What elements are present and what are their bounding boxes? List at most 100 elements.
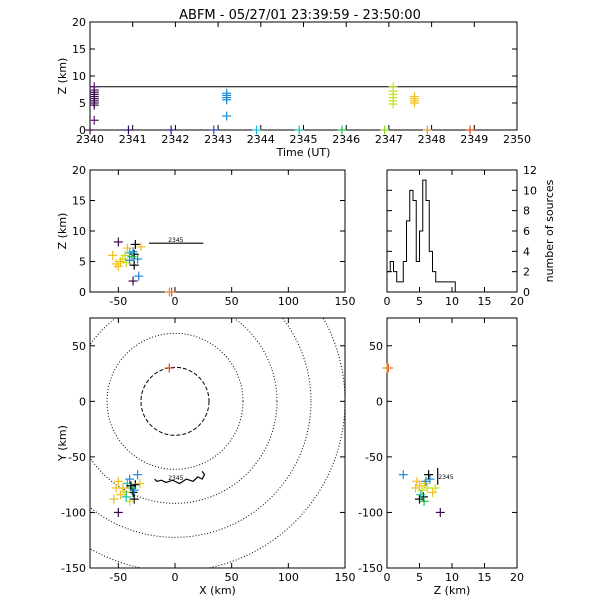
source-point — [294, 125, 304, 135]
x-tick-label: 50 — [225, 295, 239, 308]
zy-panel: 0 5 10 15 20 -150 -100 -50 0 50 Z (km) 2345 — [358, 317, 524, 597]
source-point — [85, 125, 95, 135]
histogram-step-line — [386, 179, 517, 293]
x-tick-label: 20 — [510, 295, 524, 308]
source-point — [419, 496, 429, 506]
source-point — [134, 271, 144, 281]
source-point — [222, 95, 232, 105]
x-tick-label: 2347 — [375, 133, 403, 146]
points-layer — [382, 363, 445, 517]
points-layer — [109, 363, 174, 517]
source-point — [128, 276, 138, 286]
y-tick-label: 4 — [523, 245, 530, 258]
x-tick-label: 15 — [478, 295, 492, 308]
source-point — [113, 476, 123, 486]
x-tick-label: -50 — [109, 295, 127, 308]
source-point — [89, 100, 99, 110]
source-point — [415, 494, 424, 504]
source-point — [108, 250, 118, 260]
x-tick-label: 10 — [445, 295, 459, 308]
plot-frame — [89, 21, 518, 131]
x-tick-label: 2344 — [247, 133, 275, 146]
y-tick-label: 10 — [72, 225, 86, 238]
source-point — [135, 479, 145, 489]
y-tick-label: 8 — [523, 205, 530, 218]
plot-frame — [386, 317, 518, 569]
source-point — [129, 260, 139, 270]
source-point — [166, 125, 176, 135]
source-point — [127, 252, 137, 262]
range-ring — [140, 366, 210, 436]
x-axis-label: Time (UT) — [276, 146, 331, 159]
y-tick-label: -100 — [61, 506, 86, 519]
source-point — [116, 257, 126, 266]
source-point — [127, 483, 137, 493]
source-point — [130, 239, 140, 249]
x-tick-label: 0 — [172, 571, 179, 584]
x-tick-label: 2349 — [460, 133, 488, 146]
storm-track — [154, 470, 206, 485]
source-point — [421, 476, 431, 486]
source-point — [116, 490, 126, 500]
range-rings — [90, 318, 345, 568]
time-height-panel: 2340 2341 2342 2343 2344 2345 2346 2347 2348 2349… — [56, 16, 531, 159]
source-point — [111, 259, 121, 269]
y-tick-label: 0 — [79, 395, 86, 408]
source-point — [113, 261, 123, 271]
source-point — [122, 243, 132, 253]
x-tick-label: 50 — [225, 571, 239, 584]
source-point — [125, 474, 135, 484]
source-point — [435, 507, 445, 517]
source-point — [133, 470, 143, 480]
range-ring — [90, 318, 345, 568]
y-tick-label: 15 — [72, 195, 86, 208]
y-tick-label: 20 — [72, 16, 86, 29]
x-axis-label: X (km) — [199, 584, 236, 597]
y-axis-label: Z (km) — [56, 58, 69, 95]
x-tick-label: 0 — [384, 571, 391, 584]
y-tick-label: 0 — [79, 286, 86, 299]
x-tick-label: 100 — [278, 571, 299, 584]
source-point — [209, 125, 219, 135]
track-label: 2345 — [168, 237, 183, 244]
source-point — [398, 470, 408, 480]
y-tick-label: -50 — [365, 451, 383, 464]
x-tick-label: 2345 — [290, 133, 318, 146]
y-tick-label: 0 — [79, 124, 86, 137]
y-tick-label: -100 — [358, 506, 383, 519]
y-tick-label: 10 — [523, 184, 537, 197]
track-label: 2345 — [168, 475, 183, 482]
y-tick-label: 50 — [72, 340, 86, 353]
source-point — [410, 98, 420, 108]
source-point — [465, 125, 475, 135]
source-point — [126, 481, 136, 491]
x-tick-label: 20 — [510, 571, 524, 584]
x-tick-label: -50 — [109, 571, 127, 584]
source-point — [129, 494, 139, 504]
points-layer — [85, 82, 475, 135]
source-point — [430, 483, 440, 493]
plot-frame — [89, 169, 346, 293]
source-point — [411, 483, 421, 493]
x-tick-label: 2342 — [161, 133, 189, 146]
x-tick-label: 2340 — [76, 133, 104, 146]
y-axis-label: number of sources — [543, 179, 556, 282]
x-tick-label: 0 — [384, 295, 391, 308]
source-point — [382, 363, 392, 373]
source-point — [125, 255, 135, 265]
x-tick-label: 2343 — [204, 133, 232, 146]
y-tick-label: 0 — [376, 395, 383, 408]
x-tick-label: 2341 — [119, 133, 147, 146]
x-tick-label: 2346 — [332, 133, 360, 146]
x-tick-label: 100 — [278, 295, 299, 308]
source-point — [109, 494, 119, 504]
x-tick-label: 2348 — [418, 133, 446, 146]
y-tick-label: 2 — [523, 266, 530, 279]
range-ring — [106, 332, 244, 470]
y-tick-label: -150 — [61, 562, 86, 575]
source-point — [111, 483, 121, 493]
source-point — [422, 483, 432, 493]
y-axis-label: Y (km) — [56, 425, 69, 462]
